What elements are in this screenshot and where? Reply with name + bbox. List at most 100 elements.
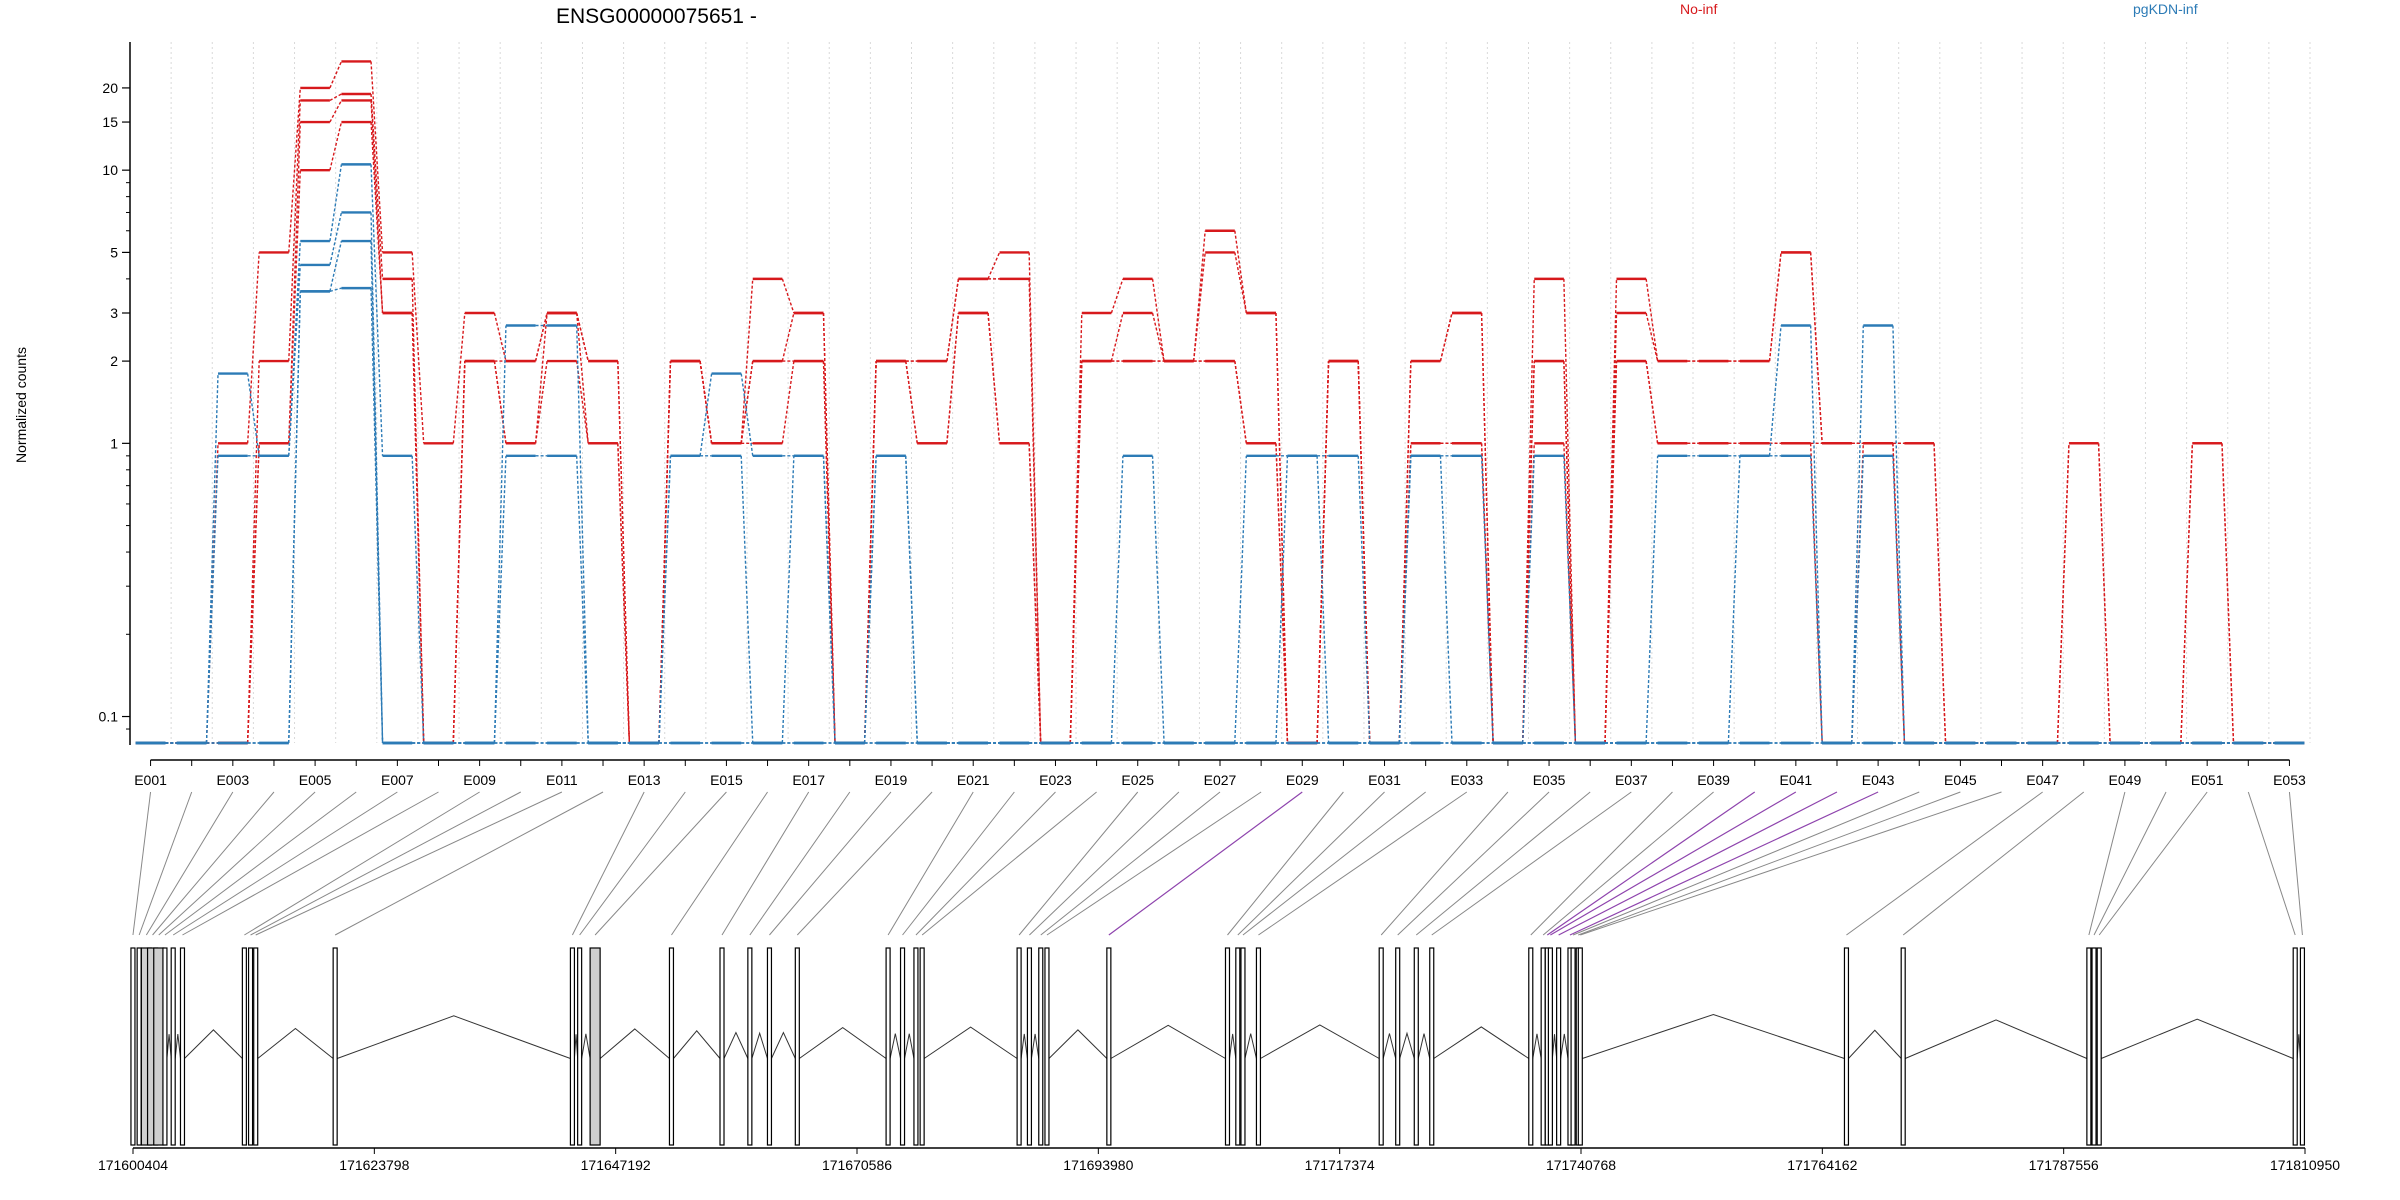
exon-box — [1224, 947, 1231, 1146]
series-connector — [1892, 455, 1906, 744]
exon-box — [569, 947, 576, 1146]
exon-box — [130, 947, 136, 1146]
series-connector — [1234, 455, 1248, 744]
x-tick-label: E039 — [1697, 772, 1730, 788]
intron — [799, 1026, 887, 1059]
series-connector — [822, 361, 836, 744]
intron — [1382, 1033, 1397, 1059]
series-connector — [1069, 361, 1083, 744]
series-connector — [370, 164, 384, 456]
series-connector — [987, 252, 1001, 280]
series-connector — [370, 241, 384, 744]
intron — [1848, 1029, 1902, 1059]
series-connector — [370, 288, 384, 744]
series-connector — [370, 61, 384, 253]
exon-connector — [1258, 791, 1468, 936]
x-tick-label: E027 — [1204, 772, 1237, 788]
exon-connector — [2093, 791, 2167, 936]
exon-connector — [1018, 791, 1139, 936]
exon-connector — [1558, 791, 1838, 936]
genomic-tick-label: 171647192 — [581, 1157, 651, 1173]
x-tick-label: E013 — [628, 772, 661, 788]
intron — [1110, 1024, 1226, 1059]
series-connector — [329, 240, 343, 292]
y-tick-label: 20 — [102, 80, 118, 96]
vertical-gridlines — [129, 42, 2311, 743]
exon-box — [577, 947, 583, 1146]
intron — [751, 1031, 768, 1059]
series-connector — [329, 287, 342, 293]
series-connector — [1645, 312, 1659, 362]
series-connector — [781, 455, 795, 744]
series-connector — [1151, 312, 1165, 362]
intron — [1582, 1013, 1845, 1059]
series-connector — [1727, 455, 1741, 744]
series-connector — [1110, 455, 1124, 744]
genomic-tick-label: 171670586 — [822, 1157, 892, 1173]
intron — [2101, 1018, 2294, 1059]
exon-box — [2096, 947, 2102, 1146]
series-connector — [1439, 312, 1453, 362]
series-connector — [1151, 278, 1165, 362]
series-connector — [1151, 455, 1165, 744]
exon-connector — [250, 791, 521, 936]
series-connector — [822, 455, 836, 744]
series-connector — [205, 455, 219, 744]
series-connector — [493, 361, 507, 444]
x-tick-label: E021 — [957, 772, 990, 788]
exon-connector — [158, 791, 316, 936]
exon-connector — [1227, 791, 1344, 936]
exon-box — [1378, 947, 1384, 1146]
series-connector — [288, 264, 301, 456]
y-axis: 0.1 1 2 3 5 10 15 20 — [99, 42, 131, 745]
exon-connector — [579, 791, 686, 936]
series-connector — [1028, 278, 1042, 744]
x-tick-label: E031 — [1368, 772, 1401, 788]
exon-connector — [1397, 791, 1550, 936]
series-connector — [740, 361, 754, 444]
exon-connector — [1108, 791, 1303, 936]
exon-connector — [769, 791, 892, 936]
y-tick-label: 5 — [110, 244, 118, 260]
series-connector — [1110, 278, 1124, 314]
series-3 — [135, 99, 2305, 745]
series-connector — [1768, 325, 1782, 456]
x-tick-label: E025 — [1121, 772, 1154, 788]
exon-connector — [1431, 791, 1632, 936]
exon-connector — [2288, 791, 2303, 936]
intron — [166, 1034, 172, 1059]
series-connector — [370, 122, 384, 314]
exon-box — [1556, 947, 1562, 1146]
series-connector — [1851, 455, 1865, 744]
series-connector — [288, 100, 301, 362]
exon-box — [1016, 947, 1022, 1146]
intron — [599, 1028, 670, 1059]
series-connector — [1234, 252, 1248, 314]
series-connector — [658, 455, 672, 744]
series-layer — [135, 60, 2305, 745]
exon-connector — [132, 791, 152, 936]
legend-pgkdn-inf: pgKDN-inf — [2133, 1, 2198, 17]
exon-connector — [334, 791, 604, 936]
exon-connector — [2247, 791, 2296, 936]
x-tick-label: E035 — [1533, 772, 1566, 788]
exon-box — [1044, 947, 1050, 1146]
exon-connector — [138, 791, 193, 936]
intron — [336, 1015, 571, 1059]
exon-box — [719, 947, 725, 1146]
exon-box — [247, 947, 254, 1146]
genomic-tick-label: 171717374 — [1305, 1157, 1375, 1173]
exon-box — [241, 947, 247, 1146]
x-tick-label: E003 — [216, 772, 249, 788]
series-connector — [946, 312, 960, 444]
series-connector — [288, 170, 301, 444]
series-connector — [740, 373, 754, 456]
intron — [1048, 1029, 1108, 1059]
series-connector — [246, 373, 260, 456]
series-connector — [452, 361, 466, 744]
intron — [1417, 1033, 1431, 1059]
series-connector — [740, 455, 754, 744]
y-tick-label: 2 — [110, 353, 118, 369]
exon-box — [794, 947, 800, 1146]
x-tick-label: E005 — [299, 772, 332, 788]
